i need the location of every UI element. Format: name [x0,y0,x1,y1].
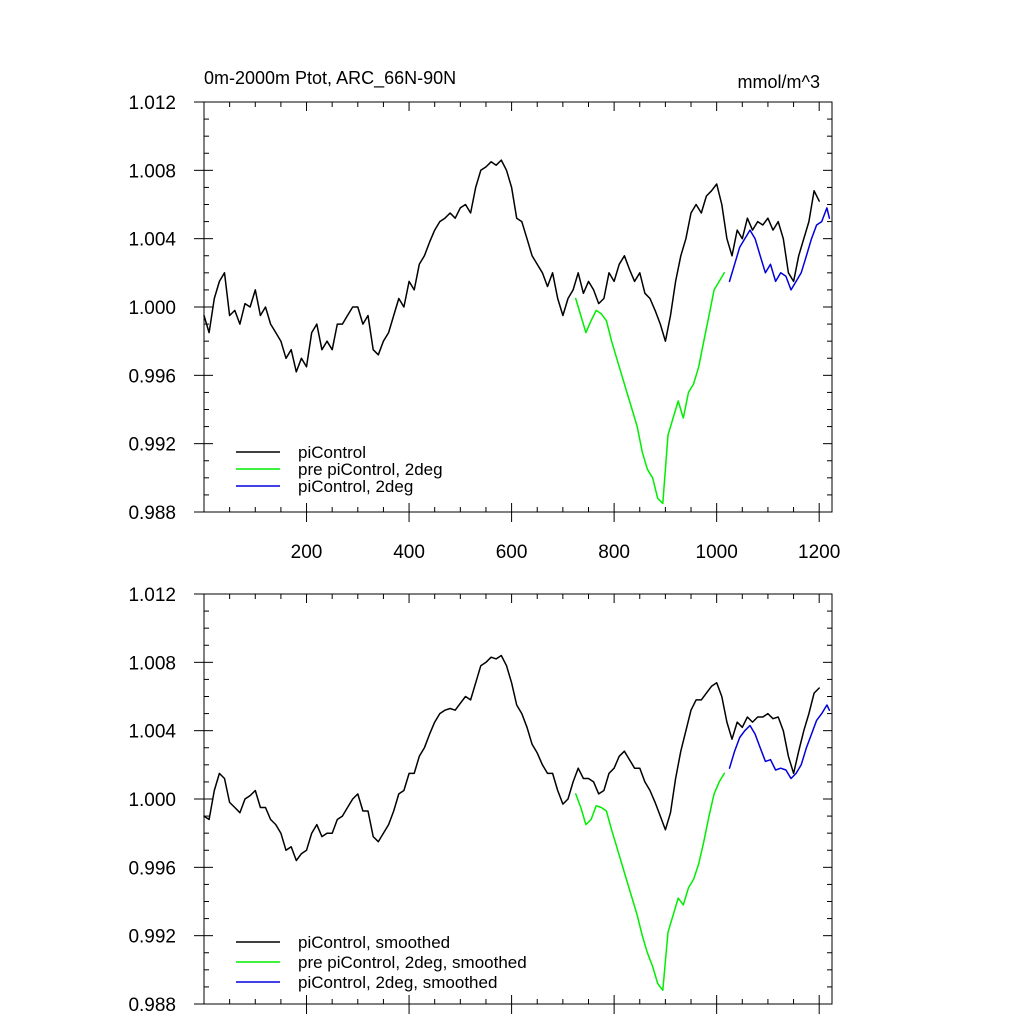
legend-label: piControl, 2deg [298,477,413,496]
x-tick-label: 400 [393,542,425,563]
y-tick-label: 0.992 [128,927,176,948]
y-tick-label: 1.008 [128,161,176,182]
legend-label: piControl, smoothed [298,933,450,952]
units-label: mmol/m^3 [738,72,820,92]
bottom-panel: 0.988 0.992 0.996 1.000 1.004 1.008 1.012 piCon… [128,585,833,1016]
series-line-picontrol-2deg-smoothed [728,704,831,780]
y-tick-label: 1.004 [128,722,176,743]
series-line-picontrol-smoothed [203,654,820,862]
legend-label: piControl, 2deg, smoothed [298,973,497,992]
x-tick-label: 1200 [798,542,840,563]
series-line-pre-picontrol-2deg-smoothed [574,772,726,992]
x-tick-label: 800 [598,542,630,563]
y-tick-label: 0.992 [128,435,176,456]
chart-title: 0m-2000m Ptot, ARC_66N-90N [204,68,456,89]
legend-label: piControl [298,443,366,462]
series-line-pre-picontrol-2deg [574,272,726,505]
y-tick-label: 1.012 [128,93,176,114]
y-tick-label: 0.996 [128,858,176,879]
x-tick-label: 600 [496,542,528,563]
y-tick-label: 1.000 [128,790,176,811]
y-tick-label: 1.000 [128,298,176,319]
series-line-picontrol [203,159,820,373]
y-tick-label: 0.996 [128,366,176,387]
y-tick-label: 1.012 [128,585,176,606]
x-tick-label: 1000 [696,542,738,563]
legend-label: pre piControl, 2deg, smoothed [298,953,527,972]
y-tick-label: 1.008 [128,653,176,674]
y-tick-label: 1.004 [128,230,176,251]
top-panel: 0m-2000m Ptot, ARC_66N-90N mmol/m^3 0.98… [128,68,840,563]
legend-label: pre piControl, 2deg [298,460,443,479]
y-tick-label: 0.988 [128,995,176,1016]
series-line-picontrol-2deg [728,207,831,291]
y-tick-label: 0.988 [128,503,176,524]
x-tick-label: 200 [291,542,323,563]
